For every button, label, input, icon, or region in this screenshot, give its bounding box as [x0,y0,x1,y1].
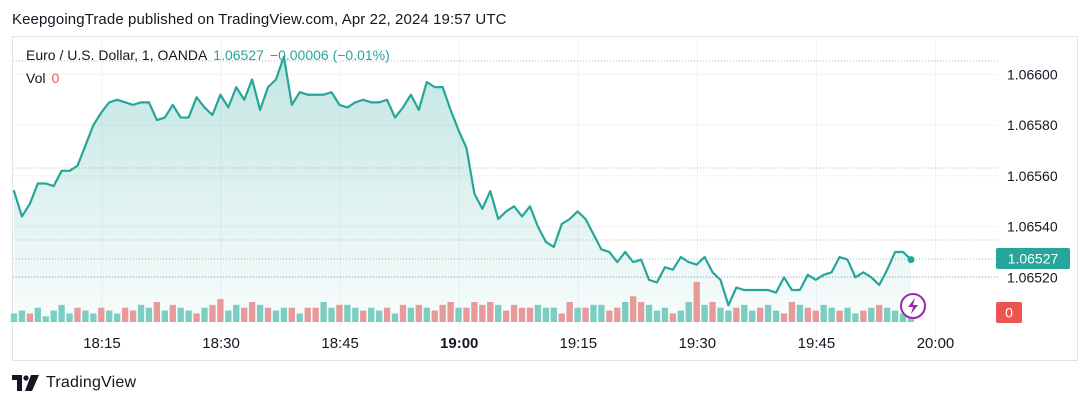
x-tick-label: 18:45 [321,335,359,352]
y-tick-label: 1.06580 [1007,117,1058,133]
y-tick-label: 1.06560 [1007,168,1058,184]
footer: TradingView [12,374,136,392]
legend-symbol-row: Euro / U.S. Dollar, 1, OANDA 1.06527 −0.00… [26,47,390,63]
legend-change: −0.00006 (−0.01%) [269,47,390,63]
last-price-point [907,256,915,264]
x-tick-label: 19:00 [440,335,478,352]
y-tick-label: 1.06540 [1007,219,1058,235]
volume-badge-label: 0 [1005,305,1013,321]
price-area-fill [14,56,911,324]
footer-brand[interactable]: TradingView [46,374,137,391]
legend-volume-row: Vol 0 [26,70,59,86]
volume-bar [10,313,18,322]
price-badge: 1.06527 [996,248,1070,269]
price-line [12,55,913,307]
y-tick-label: 1.06600 [1007,66,1058,82]
x-tick-label: 18:30 [202,335,240,352]
publisher-line: KeepgoingTrade published on TradingView.… [12,11,507,28]
x-tick-label: 18:15 [83,335,121,352]
x-tick-label: 19:15 [560,335,598,352]
x-tick-label: 19:30 [679,335,717,352]
x-axis: 18:15 18:30 18:45 19:00 19:15 19:30 19:45 20:00 [83,335,954,352]
x-tick-label: 19:45 [798,335,836,352]
x-tick-label: 20:00 [917,335,955,352]
legend-price: 1.06527 [213,47,264,63]
legend-vol-label[interactable]: Vol [26,70,46,86]
legend-vol-value: 0 [51,70,60,86]
legend-symbol[interactable]: Euro / U.S. Dollar, 1, OANDA [26,47,208,63]
chart-frame [12,36,1078,361]
tradingview-logo-icon[interactable] [12,375,40,391]
lightning-icon[interactable] [900,293,926,319]
y-axis: 1.06520 1.06540 1.06560 1.06580 1.06600 [1007,66,1058,285]
price-area [12,55,915,324]
volume-badge: 0 [996,302,1022,323]
y-tick-label: 1.06520 [1007,269,1058,285]
price-badge-label: 1.06527 [1008,251,1059,267]
